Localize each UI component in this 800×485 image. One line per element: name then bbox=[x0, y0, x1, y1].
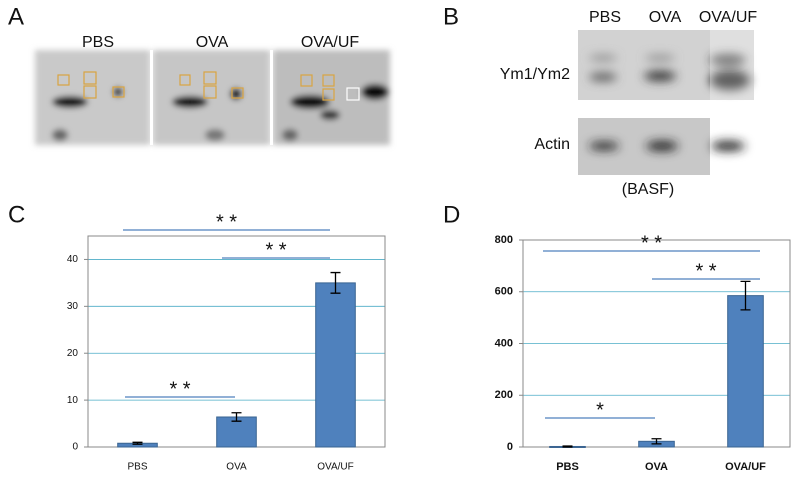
x-tick-label: OVA/UF bbox=[317, 462, 353, 473]
error-bar bbox=[740, 280, 751, 311]
y-tick-label: 400 bbox=[495, 337, 513, 349]
y-tick-label: 600 bbox=[495, 286, 513, 298]
y-tick-label: 30 bbox=[67, 301, 79, 312]
significance-label: * bbox=[596, 399, 604, 421]
x-tick-label: PBS bbox=[127, 462, 147, 473]
error-bar bbox=[562, 445, 573, 448]
caption: (BASF) bbox=[622, 181, 674, 198]
error-bar bbox=[330, 271, 341, 294]
gel-images bbox=[35, 50, 390, 145]
y-tick-label: 800 bbox=[495, 234, 513, 246]
row-label: Actin bbox=[534, 136, 570, 153]
y-tick-label: 40 bbox=[67, 254, 79, 265]
x-tick-label: OVA bbox=[226, 462, 247, 473]
row-label: Ym1/Ym2 bbox=[500, 66, 570, 83]
y-tick-label: 10 bbox=[67, 395, 79, 406]
lane-label: OVA/UF bbox=[699, 9, 758, 26]
y-tick-label: 0 bbox=[72, 442, 78, 453]
x-tick-label: OVA bbox=[645, 461, 668, 473]
panel-label: A bbox=[8, 3, 24, 30]
y-tick-label: 200 bbox=[495, 389, 513, 401]
lane-label: OVA bbox=[196, 34, 229, 51]
significance-label: * * bbox=[216, 211, 237, 233]
panel-label: C bbox=[8, 201, 25, 228]
significance-label: * * bbox=[641, 232, 662, 254]
lane-label: OVA/UF bbox=[301, 34, 360, 51]
lane-label: PBS bbox=[589, 9, 621, 26]
bar bbox=[216, 416, 257, 448]
error-bar bbox=[651, 438, 662, 445]
lane-label: OVA bbox=[649, 9, 682, 26]
significance-label: * * bbox=[265, 239, 286, 261]
panel-label: D bbox=[443, 201, 460, 228]
significance-label: * * bbox=[169, 378, 190, 400]
x-tick-label: PBS bbox=[556, 461, 579, 473]
lane-label: PBS bbox=[82, 34, 114, 51]
y-tick-label: 20 bbox=[67, 348, 79, 359]
significance-label: * * bbox=[695, 260, 716, 282]
error-bar bbox=[231, 412, 242, 422]
panel-label: B bbox=[443, 3, 459, 30]
error-bar bbox=[132, 441, 143, 445]
blot-images bbox=[578, 30, 754, 175]
bar bbox=[727, 295, 764, 448]
y-tick-label: 0 bbox=[507, 441, 513, 453]
bar bbox=[315, 282, 356, 448]
x-tick-label: OVA/UF bbox=[725, 461, 766, 473]
